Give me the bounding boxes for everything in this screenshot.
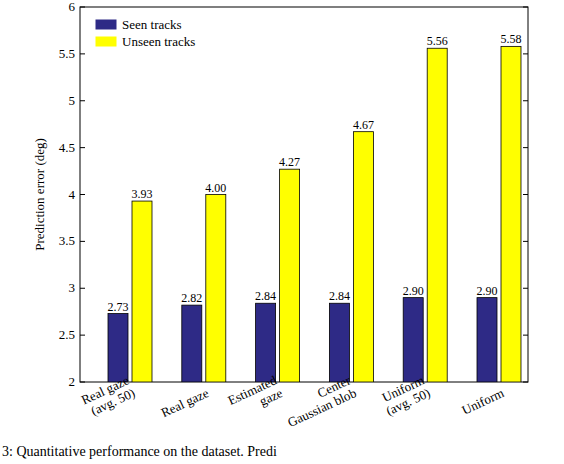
y-tick-label: 5	[69, 93, 76, 108]
data-label: 2.90	[403, 284, 424, 298]
x-tick-label-line: Uniform	[459, 385, 506, 418]
y-tick	[80, 53, 85, 54]
data-label: 2.90	[477, 284, 498, 298]
y-tick-label: 2	[69, 374, 76, 389]
y-tick-label: 4	[69, 187, 76, 202]
y-tick-label: 4.5	[59, 140, 75, 155]
x-tick-label: Real gaze(avg. 50)	[79, 372, 138, 420]
bar	[477, 298, 497, 382]
y-tick	[80, 382, 85, 383]
data-label: 5.58	[501, 32, 522, 46]
data-label: 4.67	[353, 118, 374, 132]
x-tick-label-line: gaze	[257, 385, 285, 409]
y-tick	[80, 335, 85, 336]
x-tick-label: Uniform(avg. 50)	[378, 372, 433, 418]
y-tick-right	[523, 53, 528, 54]
x-tick-label-line: Real gaze	[159, 385, 212, 420]
legend-swatch	[96, 20, 116, 29]
data-label: 2.82	[181, 291, 202, 305]
x-tick-label: Real gaze	[159, 385, 212, 420]
bar	[427, 48, 447, 382]
y-tick-right	[523, 382, 528, 383]
bar	[403, 298, 423, 382]
data-label: 4.00	[205, 181, 226, 195]
bar	[206, 195, 226, 383]
bar	[256, 303, 276, 382]
data-label: 2.84	[255, 289, 276, 303]
bar	[353, 132, 373, 382]
bar	[501, 46, 521, 382]
y-tick-label: 6	[69, 0, 76, 14]
x-tick-label: Estimatedgaze	[225, 372, 285, 420]
bar	[182, 305, 202, 382]
data-label: 4.27	[279, 155, 300, 169]
legend-label: Seen tracks	[122, 17, 182, 32]
x-tick-label-line: (avg. 50)	[88, 385, 137, 418]
bar	[132, 201, 152, 382]
legend-swatch	[96, 37, 116, 46]
y-tick-right	[523, 147, 528, 148]
y-tick	[80, 100, 85, 101]
y-tick	[80, 241, 85, 242]
bars	[108, 46, 521, 382]
data-label: 2.84	[329, 289, 350, 303]
y-tick	[80, 147, 85, 148]
data-label: 5.56	[427, 34, 448, 48]
y-tick-label: 3.5	[59, 233, 75, 248]
x-tick-label: Uniform	[459, 385, 506, 418]
bar	[108, 314, 128, 382]
y-tick-right	[523, 288, 528, 289]
chart: 22.533.544.555.56Prediction error (deg)2…	[0, 0, 564, 464]
y-tick-right	[523, 194, 528, 195]
x-tick-label-line: (avg. 50)	[384, 385, 433, 418]
y-axis-label: Prediction error (deg)	[32, 138, 47, 251]
data-label: 2.73	[108, 300, 129, 314]
y-tick-right	[523, 7, 528, 8]
plot-frame	[80, 7, 528, 382]
data-label: 3.93	[132, 187, 153, 201]
y-tick-label: 5.5	[59, 46, 75, 61]
y-tick-label: 2.5	[59, 327, 75, 342]
legend-label: Unseen tracks	[122, 34, 195, 49]
x-tick-label-line: Gaussian blob	[285, 385, 358, 430]
y-tick-right	[523, 241, 528, 242]
y-tick	[80, 288, 85, 289]
y-tick	[80, 194, 85, 195]
bar	[280, 169, 300, 382]
x-tick-label: CenterGaussian blob	[279, 372, 359, 430]
y-tick-right	[523, 100, 528, 101]
caption: 3: Quantitative performance on the datas…	[2, 444, 277, 459]
bar	[329, 303, 349, 382]
y-tick-label: 3	[69, 280, 76, 295]
y-tick	[80, 7, 85, 8]
y-tick-right	[523, 335, 528, 336]
